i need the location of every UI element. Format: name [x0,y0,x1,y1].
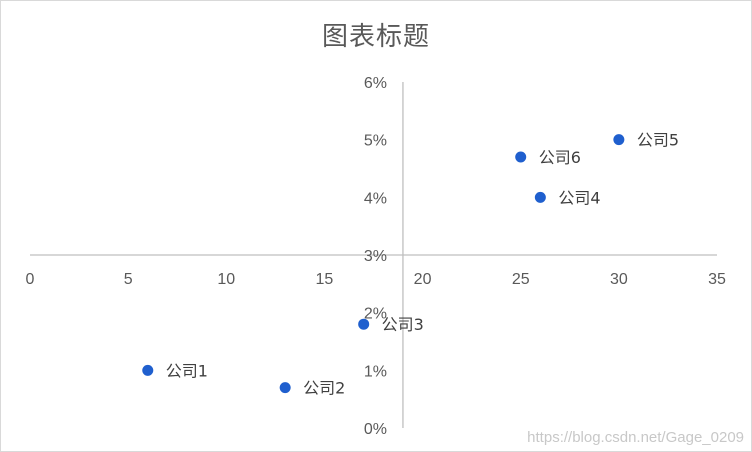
x-tick-label: 5 [124,271,133,288]
data-point [358,318,370,330]
y-tick-label: 5% [364,133,387,150]
y-tick-label: 0% [364,421,387,438]
y-tick-label: 3% [364,248,387,265]
x-tick-label: 30 [610,271,628,288]
data-label: 公司5 [637,131,679,150]
data-point [613,134,625,146]
data-label: 公司1 [166,361,208,380]
x-tick-label: 35 [708,271,726,288]
data-label: 公司4 [558,188,600,207]
y-tick-label: 2% [364,306,387,323]
y-tick-label: 6% [364,75,387,92]
x-tick-label: 15 [316,271,334,288]
data-label: 公司3 [382,315,424,334]
data-label: 公司6 [539,148,581,167]
x-tick-label: 10 [217,271,235,288]
data-label: 公司2 [303,379,345,398]
data-point [534,191,546,203]
data-point [279,382,291,394]
data-point [515,151,527,163]
x-tick-label: 25 [512,271,530,288]
x-tick-label: 0 [26,271,35,288]
watermark: https://blog.csdn.net/Gage_0209 [527,429,744,446]
chart-title: 图表标题 [321,22,430,52]
y-tick-label: 1% [364,363,387,380]
data-point [142,364,154,376]
x-tick-label: 20 [414,271,432,288]
y-tick-label: 4% [364,190,387,207]
